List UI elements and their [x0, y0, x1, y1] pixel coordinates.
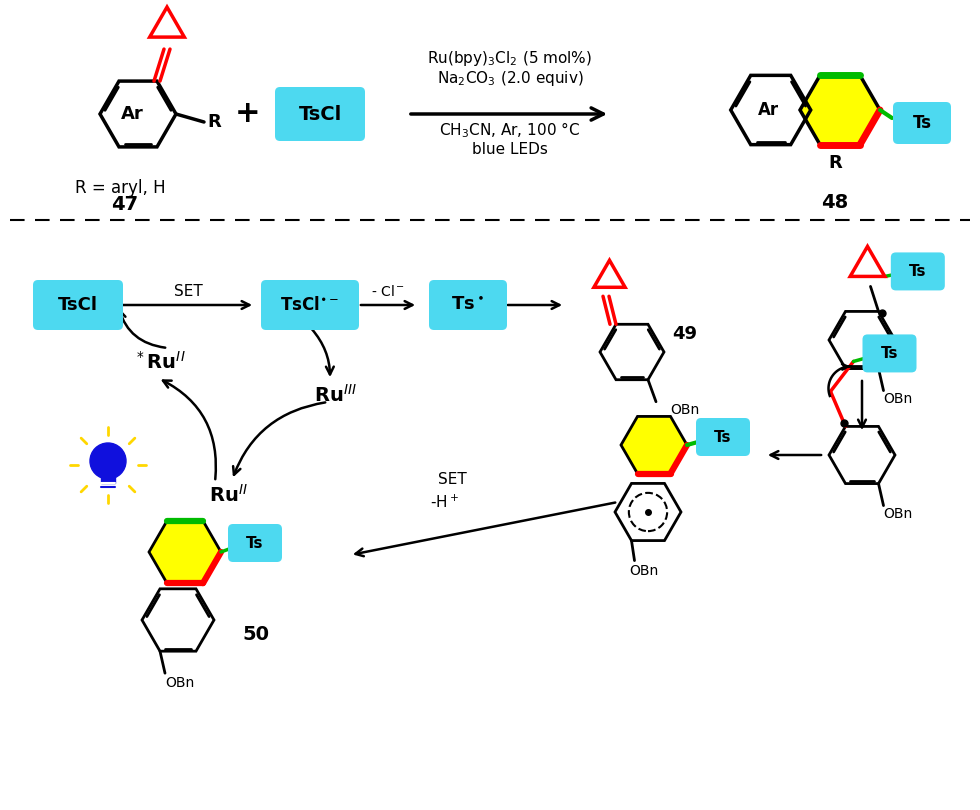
FancyBboxPatch shape [33, 280, 123, 330]
Text: TsCl$^{\bullet-}$: TsCl$^{\bullet-}$ [280, 296, 340, 314]
FancyBboxPatch shape [429, 280, 507, 330]
Text: blue LEDs: blue LEDs [472, 143, 548, 157]
Text: TsCl: TsCl [58, 296, 98, 314]
Text: CH$_3$CN, Ar, 100 °C: CH$_3$CN, Ar, 100 °C [439, 120, 580, 140]
Text: Ru$^{III}$: Ru$^{III}$ [314, 384, 357, 406]
Text: 48: 48 [821, 193, 849, 211]
Polygon shape [621, 416, 687, 474]
Text: SET: SET [173, 284, 203, 300]
FancyBboxPatch shape [696, 418, 750, 456]
Text: Na$_2$CO$_3$ (2.0 equiv): Na$_2$CO$_3$ (2.0 equiv) [437, 69, 583, 87]
Text: TsCl: TsCl [298, 104, 342, 123]
Text: Ts$^\bullet$: Ts$^\bullet$ [452, 296, 485, 314]
Text: OBn: OBn [883, 391, 912, 406]
Circle shape [90, 443, 126, 479]
Text: OBn: OBn [670, 403, 700, 416]
Text: $^*$Ru$^{II}$: $^*$Ru$^{II}$ [134, 351, 186, 373]
Text: Ts: Ts [246, 535, 264, 551]
Text: +: + [235, 100, 261, 129]
FancyBboxPatch shape [862, 335, 916, 373]
FancyBboxPatch shape [891, 253, 945, 291]
Text: OBn: OBn [629, 564, 659, 578]
Text: R = aryl, H: R = aryl, H [75, 179, 166, 197]
Text: Ar: Ar [759, 101, 779, 119]
Text: -H$^+$: -H$^+$ [430, 493, 459, 510]
FancyBboxPatch shape [893, 102, 951, 144]
Text: - Cl$^-$: - Cl$^-$ [371, 284, 405, 300]
FancyBboxPatch shape [275, 87, 365, 141]
Text: Ar: Ar [121, 105, 143, 123]
Text: OBn: OBn [883, 506, 912, 521]
FancyBboxPatch shape [261, 280, 359, 330]
Polygon shape [149, 521, 221, 583]
FancyBboxPatch shape [101, 467, 115, 483]
Text: 50: 50 [242, 625, 270, 645]
Text: 47: 47 [112, 194, 138, 214]
FancyBboxPatch shape [228, 524, 282, 562]
Text: Ts: Ts [909, 264, 926, 279]
Text: 49: 49 [672, 325, 697, 343]
Polygon shape [800, 75, 880, 145]
Text: SET: SET [438, 472, 466, 488]
Text: Ru(bpy)$_3$Cl$_2$ (5 mol%): Ru(bpy)$_3$Cl$_2$ (5 mol%) [427, 49, 593, 67]
Text: R: R [207, 113, 220, 131]
Text: Ts: Ts [912, 114, 932, 132]
Text: R: R [828, 154, 842, 172]
Text: OBn: OBn [166, 676, 195, 690]
Text: Ru$^{II}$: Ru$^{II}$ [209, 484, 247, 506]
Text: Ts: Ts [881, 346, 899, 361]
Text: Ts: Ts [714, 429, 732, 445]
